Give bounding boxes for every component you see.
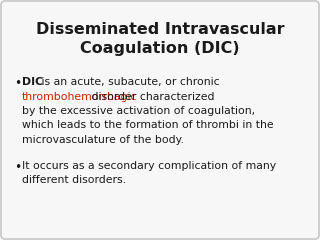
Text: is an acute, subacute, or chronic: is an acute, subacute, or chronic [37,77,219,87]
Text: thrombohemorrhagic: thrombohemorrhagic [22,91,138,102]
Text: It occurs as a secondary complication of many
different disorders.: It occurs as a secondary complication of… [22,161,276,185]
Text: DIC: DIC [22,77,43,87]
Text: which leads to the formation of thrombi in the: which leads to the formation of thrombi … [22,120,274,131]
Text: microvasculature of the body.: microvasculature of the body. [22,135,184,145]
Text: •: • [14,77,21,90]
Text: by the excessive activation of coagulation,: by the excessive activation of coagulati… [22,106,255,116]
Text: disorder characterized: disorder characterized [88,91,214,102]
Text: •: • [14,161,21,174]
Text: Disseminated Intravascular
Coagulation (DIC): Disseminated Intravascular Coagulation (… [36,22,284,56]
